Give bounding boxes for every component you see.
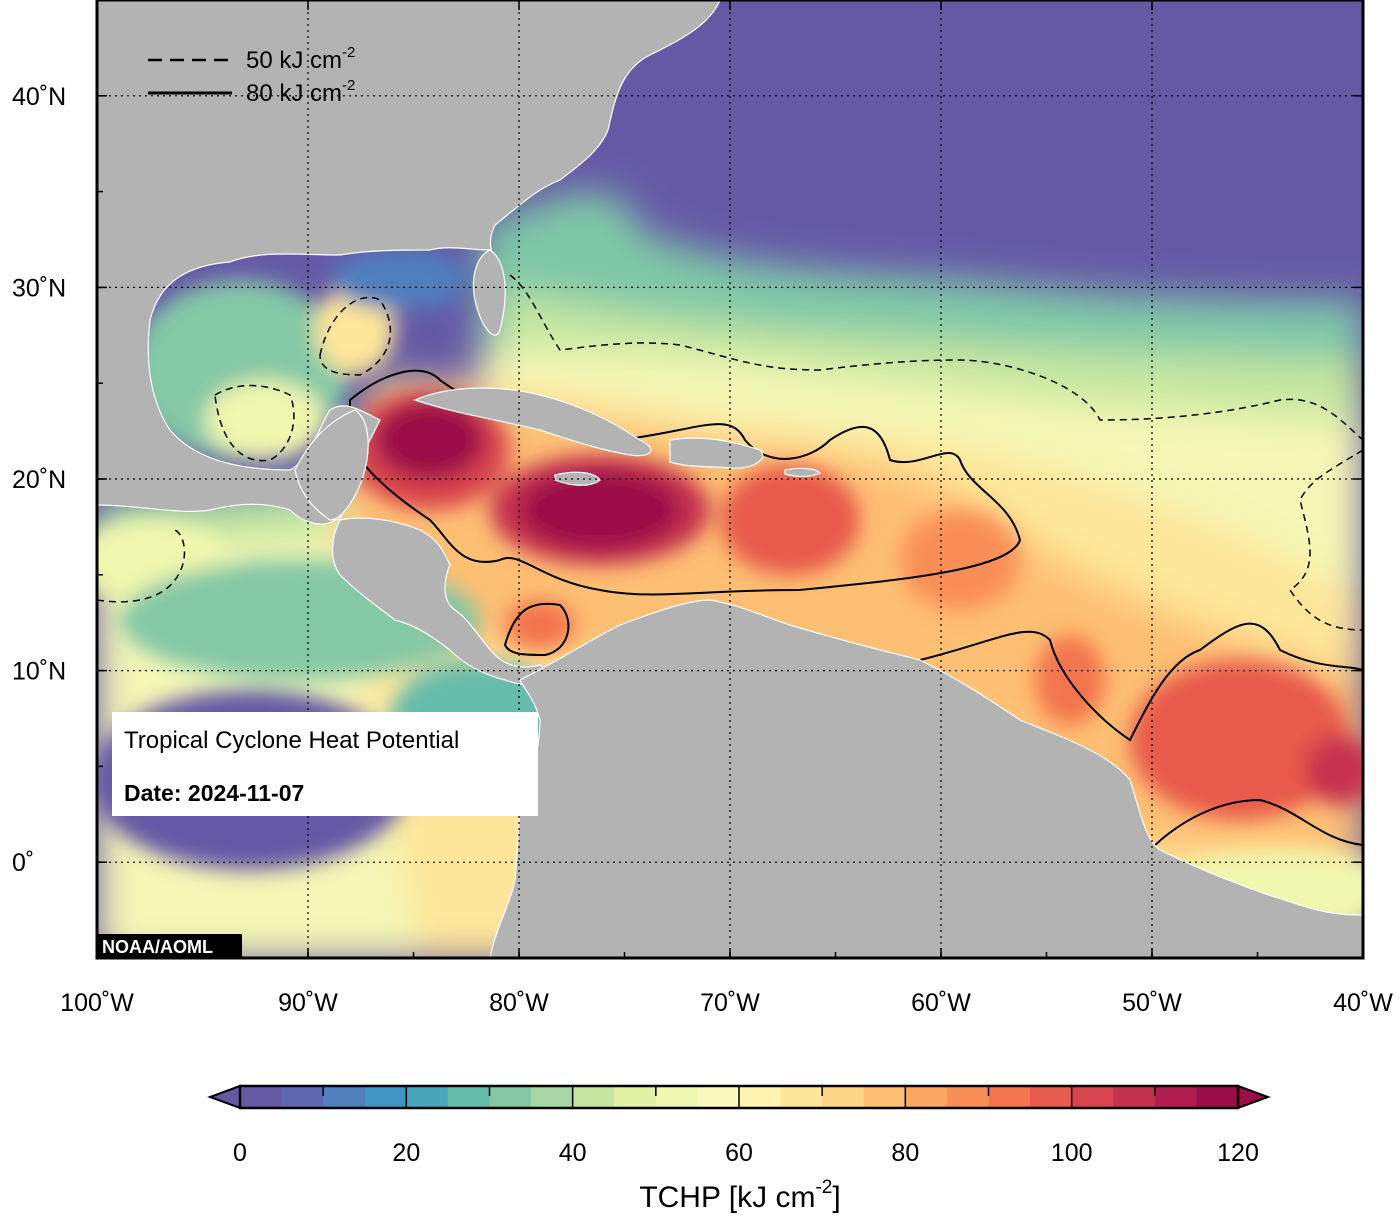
colorbar-cell [572,1086,615,1108]
contour-80-south [919,622,1363,742]
legend-solid-label: 80 kJ cm-2 [246,77,355,107]
lat-label: 40˚N [12,83,66,111]
info-date: Date: 2024-11-07 [124,780,304,806]
colorbar-tick-label: 120 [1217,1139,1259,1167]
core-atlantic-east-2 [1305,735,1363,805]
contour-80-equator [1149,798,1363,851]
colorbar-cell [489,1086,532,1108]
colorbar-tick-label: 20 [392,1139,420,1167]
lat-label: 10˚N [12,658,66,686]
land-florida [472,249,506,336]
core-atlantic-east [1130,660,1350,820]
land-puerto-rico [784,467,822,478]
credit-box [97,934,242,958]
lat-label: 0˚ [12,849,34,877]
lon-label: 40˚W [1333,989,1393,1017]
colorbar-tick-label: 100 [1051,1139,1093,1167]
colorbar-over-arrow [1237,1084,1271,1110]
colorbar-cell [780,1086,823,1108]
colorbar-cell [1113,1086,1156,1108]
land-cuba [413,387,652,457]
colorbar-cells [240,1086,1239,1108]
lon-label: 90˚W [278,989,338,1017]
latitude-ticks [97,0,1363,959]
colorbar-under-arrow [207,1084,241,1110]
core-caribbean-central-2 [520,470,680,550]
colorbar-cell [1071,1086,1114,1108]
gulf-west-warm [205,380,325,460]
colorbar-cell [655,1086,699,1108]
colorbar-tick-label: 60 [725,1139,753,1167]
gulf-north-cool [330,250,470,310]
lat-label: 30˚N [12,274,66,302]
colorbar-cell [406,1086,449,1108]
colorbar-cell [863,1086,906,1108]
legend-dashed-label: 50 kJ cm-2 [246,44,355,74]
colorbar-cell [739,1086,782,1108]
colorbar-tick-lines [239,1086,1239,1108]
colorbar-cell [697,1086,740,1108]
contour-50-yucatan [214,384,295,462]
land-north-america [97,0,721,525]
colorbar-tick-label: 40 [559,1139,587,1167]
colorbar-cell [988,1086,1031,1108]
colorbar-cell [447,1086,491,1108]
colorbar-cell [1154,1086,1198,1108]
info-box-background [112,712,538,816]
colorbar-cell [323,1086,366,1108]
contour-50-gulf [319,296,392,376]
land-south-america [489,599,1363,958]
longitude-ticks [96,0,1364,958]
land-hispaniola [669,437,764,469]
colorbar-title: TCHP [kJ cm-2] [639,1177,840,1214]
contour-50-east [1288,449,1363,631]
colorbar-cell [364,1086,407,1108]
colorbar: 0 20 40 60 80 100 120 TCHP [kJ cm-2] [207,1084,1271,1214]
land [97,0,1363,958]
credit-text: NOAA/AOML [102,937,213,957]
contour-50-pacific [97,529,186,603]
lon-label: 70˚W [700,989,760,1017]
contours [97,274,1363,851]
colorbar-cell [240,1086,283,1108]
colorbar-cell [946,1086,990,1108]
colorbar-cell [905,1086,948,1108]
colorbar-cell [281,1086,324,1108]
core-caribbean-west-2 [375,400,485,480]
core-caribbean-east [720,465,860,575]
colorbar-cell [822,1086,865,1108]
lon-label: 100˚W [60,989,134,1017]
info-box: Tropical Cyclone Heat Potential Date: 20… [112,712,538,816]
contour-legend: 50 kJ cm-2 80 kJ cm-2 [148,44,355,107]
longitude-labels: 100˚W 90˚W 80˚W 70˚W 60˚W 50˚W 40˚W [60,989,1393,1017]
colorbar-tick-label: 0 [233,1139,247,1167]
colorbar-cell [1196,1086,1239,1108]
colorbar-tick-labels: 0 20 40 60 80 100 120 [233,1139,1259,1167]
land-yucatan [294,409,369,521]
latitude-labels: 40˚N 30˚N 20˚N 10˚N 0˚ [12,83,66,877]
colorbar-tick-label: 80 [891,1139,919,1167]
colorbar-cell [531,1086,574,1108]
colorbar-cell [614,1086,657,1108]
lat-label: 20˚N [12,466,66,494]
core-atlantic-mid [900,510,1020,610]
contour-80-panama [503,602,570,657]
colorbar-cell [1030,1086,1073,1108]
lon-label: 50˚W [1122,989,1182,1017]
lon-label: 80˚W [489,989,549,1017]
lon-label: 60˚W [911,989,971,1017]
info-title: Tropical Cyclone Heat Potential [124,727,459,754]
